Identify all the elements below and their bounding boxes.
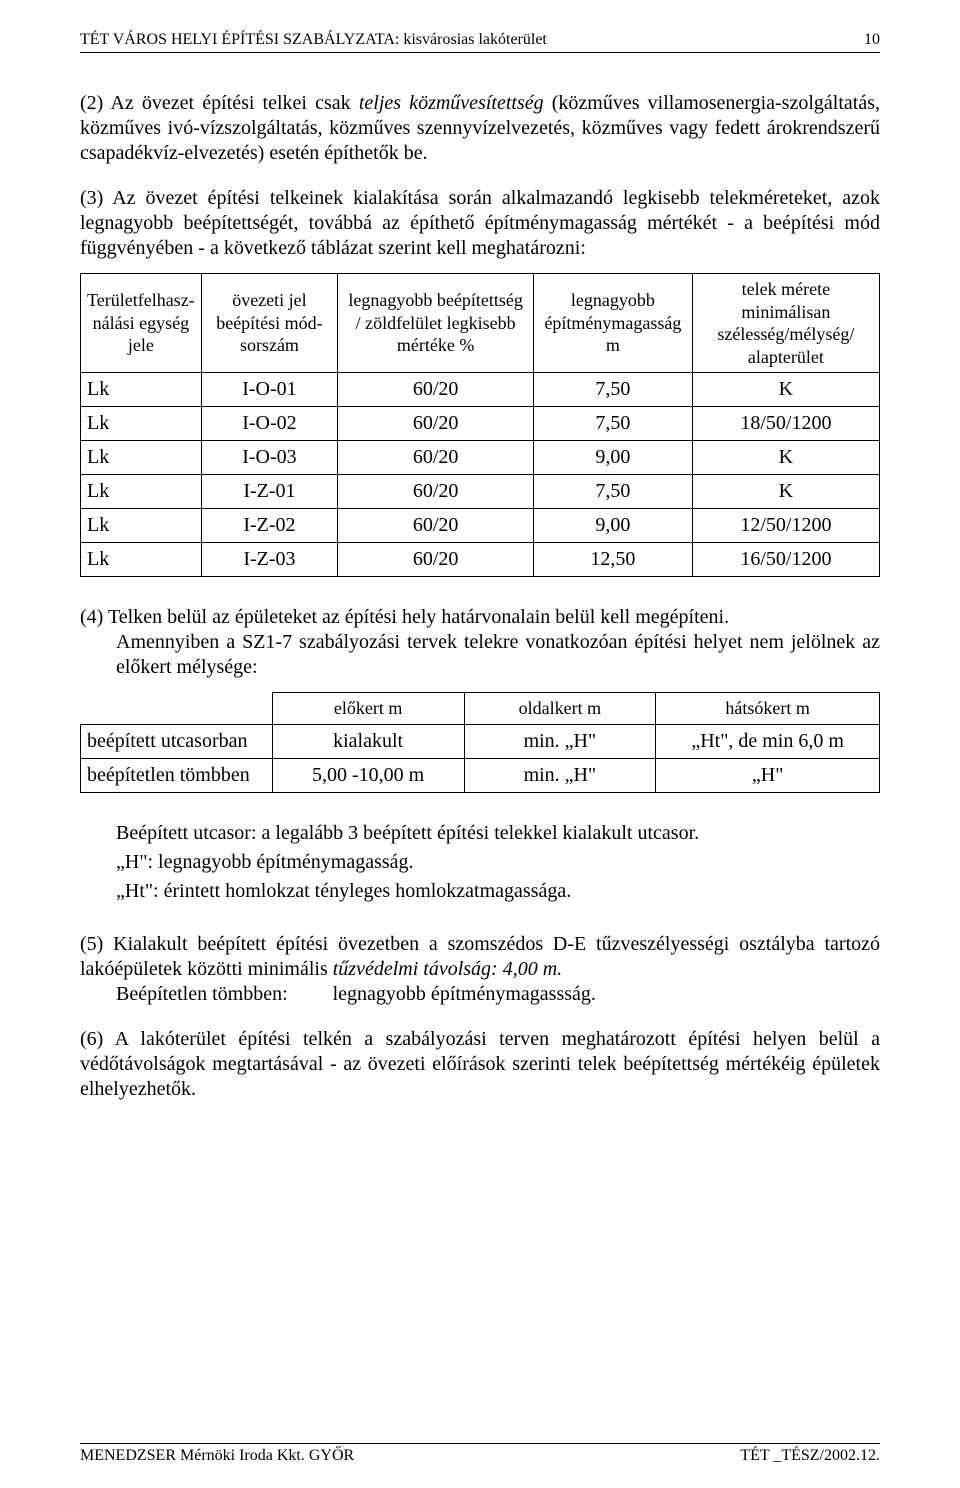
header-right: 10	[864, 30, 880, 50]
th-2: legnagyobb beépítettség / zöldfelület le…	[338, 274, 534, 373]
def-1: Beépített utcasor: a legalább 3 beépítet…	[116, 821, 880, 846]
table-cell: beépített utcasorban	[81, 724, 273, 758]
table-cell: K	[692, 475, 879, 509]
header-left: TÉT VÁROS HELYI ÉPÍTÉSI SZABÁLYZATA: kis…	[80, 30, 547, 50]
table-cell: K	[692, 441, 879, 475]
paragraph-3: (3) Az övezet építési telkeinek kialakít…	[80, 186, 880, 261]
table-row: LkI-Z-0360/2012,5016/50/1200	[81, 543, 880, 577]
table-cell: min. „H"	[464, 758, 656, 792]
th-0: Területfelhasz-nálási egység jele	[81, 274, 202, 373]
table-cell: 60/20	[338, 509, 534, 543]
p2-text-italic: teljes közművesítettség	[359, 92, 544, 114]
footer-right: TÉT _TÉSZ/2002.12.	[740, 1446, 880, 1466]
table-row: beépített utcasorbankialakultmin. „H"„Ht…	[81, 724, 880, 758]
p6-text: A lakóterület építési telkén a szabályoz…	[80, 1028, 880, 1100]
table-cell: „Ht", de min 6,0 m	[656, 724, 880, 758]
page-header: TÉT VÁROS HELYI ÉPÍTÉSI SZABÁLYZATA: kis…	[80, 30, 880, 53]
table-cell: 5,00 -10,00 m	[272, 758, 464, 792]
p4-text-b: Amennyiben a SZ1-7 szabályozási tervek t…	[116, 630, 880, 680]
t2-h1: előkert m	[272, 693, 464, 725]
table-kert: előkert m oldalkert m hátsókert m beépít…	[80, 692, 880, 793]
table-cell: I-Z-02	[201, 509, 338, 543]
table-cell: I-Z-03	[201, 543, 338, 577]
table-cell: I-O-02	[201, 407, 338, 441]
paragraph-5: (5) Kialakult beépített építési övezetbe…	[80, 932, 880, 1007]
p5-text-italic: tűzvédelmi távolság: 4,00 m.	[333, 958, 562, 980]
table-cell: 18/50/1200	[692, 407, 879, 441]
table-cell: 7,50	[534, 475, 693, 509]
table-cell: 60/20	[338, 543, 534, 577]
p4-text-a: Telken belül az épületeket az építési he…	[108, 606, 729, 628]
th-4: telek mérete minimálisan szélesség/mélys…	[692, 274, 879, 373]
p3-text: Az övezet építési telkeinek kialakítása …	[80, 187, 880, 259]
page-footer: MENEDZSER Mérnöki Iroda Kkt. GYŐR TÉT _T…	[80, 1443, 880, 1466]
table-row: LkI-O-0260/207,5018/50/1200	[81, 407, 880, 441]
th-3: legnagyobb építménymagasság m	[534, 274, 693, 373]
table2-header-row: előkert m oldalkert m hátsókert m	[81, 693, 880, 725]
p5-label: (5)	[80, 933, 103, 955]
table-cell: Lk	[81, 509, 202, 543]
table-row: LkI-O-0160/207,50K	[81, 373, 880, 407]
p2-text-a: Az övezet építési telkei csak	[110, 92, 358, 114]
paragraph-6: (6) A lakóterület építési telkén a szabá…	[80, 1027, 880, 1102]
table-cell: K	[692, 373, 879, 407]
t2-h2: oldalkert m	[464, 693, 656, 725]
table-cell: Lk	[81, 475, 202, 509]
page: TÉT VÁROS HELYI ÉPÍTÉSI SZABÁLYZATA: kis…	[0, 0, 960, 1488]
p2-label: (2)	[80, 92, 103, 114]
table-cell: I-O-01	[201, 373, 338, 407]
paragraph-4: (4) Telken belül az épületeket az építés…	[80, 605, 880, 680]
def-2: „H": legnagyobb építménymagasság.	[116, 850, 880, 875]
table-cell: Lk	[81, 407, 202, 441]
p4-label: (4)	[80, 606, 103, 628]
table-cell: „H"	[656, 758, 880, 792]
def-3: „Ht": érintett homlokzat tényleges homlo…	[116, 879, 880, 904]
table-cell: kialakult	[272, 724, 464, 758]
table-cell: 9,00	[534, 441, 693, 475]
table-cell: 60/20	[338, 475, 534, 509]
table-cell: 12,50	[534, 543, 693, 577]
th-1: övezeti jel beépítési mód-sorszám	[201, 274, 338, 373]
table-row: LkI-O-0360/209,00K	[81, 441, 880, 475]
table-cell: beépítetlen tömbben	[81, 758, 273, 792]
table-cell: Lk	[81, 543, 202, 577]
table-header-row: Területfelhasz-nálási egység jele övezet…	[81, 274, 880, 373]
table-cell: I-Z-01	[201, 475, 338, 509]
p5-text-b: Beépítetlen tömbben:	[116, 982, 288, 1007]
table-cell: Lk	[81, 373, 202, 407]
table-cell: Lk	[81, 441, 202, 475]
table-cell: 60/20	[338, 407, 534, 441]
table-cell: 12/50/1200	[692, 509, 879, 543]
p6-label: (6)	[80, 1028, 103, 1050]
t2-h0	[81, 693, 273, 725]
table-cell: I-O-03	[201, 441, 338, 475]
table-cell: 9,00	[534, 509, 693, 543]
table-cell: 7,50	[534, 407, 693, 441]
table-cell: 60/20	[338, 373, 534, 407]
paragraph-2: (2) Az övezet építési telkei csak teljes…	[80, 91, 880, 166]
table-cell: min. „H"	[464, 724, 656, 758]
table-row: beépítetlen tömbben5,00 -10,00 mmin. „H"…	[81, 758, 880, 792]
p5-text-c: legnagyobb építménymagassság.	[333, 983, 596, 1005]
p3-label: (3)	[80, 187, 103, 209]
table-cell: 16/50/1200	[692, 543, 879, 577]
table-ovezet: Területfelhasz-nálási egység jele övezet…	[80, 273, 880, 577]
footer-left: MENEDZSER Mérnöki Iroda Kkt. GYŐR	[80, 1446, 354, 1466]
t2-h3: hátsókert m	[656, 693, 880, 725]
table-cell: 7,50	[534, 373, 693, 407]
table-row: LkI-Z-0160/207,50K	[81, 475, 880, 509]
table-row: LkI-Z-0260/209,0012/50/1200	[81, 509, 880, 543]
table-cell: 60/20	[338, 441, 534, 475]
